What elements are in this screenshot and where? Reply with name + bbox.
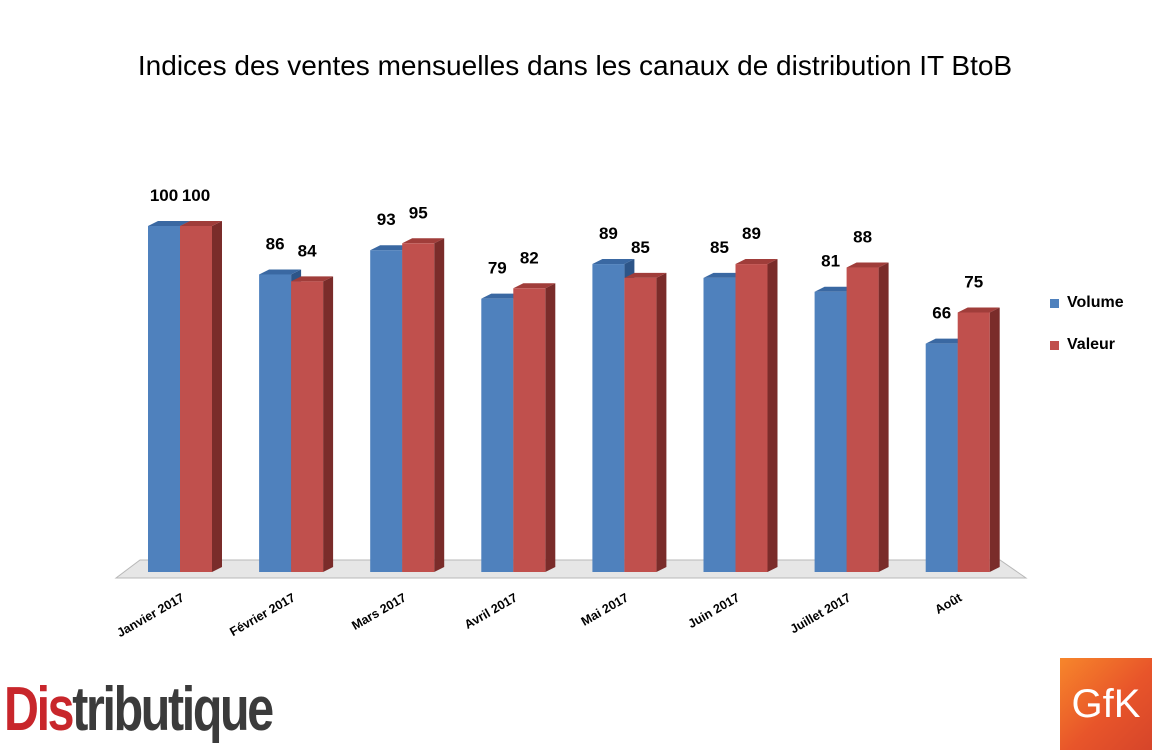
x-tick-label-avril-2017: Avril 2017 (462, 590, 520, 631)
bar-valeur-front (180, 226, 212, 572)
value-label-volume-avril-2017: 79 (488, 259, 507, 278)
bar-volume-front (592, 264, 625, 572)
bar-valeur-juin-2017 (735, 259, 778, 572)
bar-volume-front (148, 226, 180, 572)
bar-valeur-juillet-2017 (846, 262, 889, 572)
bar-volume-top (592, 259, 635, 265)
value-label-volume-aout: 66 (932, 304, 951, 323)
bar-volume-front (703, 277, 736, 572)
bar-volume-front (481, 298, 514, 572)
bar-valeur-side (323, 276, 334, 572)
bar-valeur-front (624, 277, 657, 572)
x-tick-label-mai-2017: Mai 2017 (579, 590, 631, 628)
x-tick-label-mars-2017: Mars 2017 (349, 590, 408, 632)
value-label-valeur-mai-2017: 85 (631, 238, 650, 257)
bar-valeur-side (767, 259, 778, 572)
bar-valeur-top (735, 259, 778, 265)
legend-label-volume: Volume (1067, 294, 1124, 311)
x-tick-label-janvier-2017: Janvier 2017 (114, 590, 186, 640)
bar-valeur-top (180, 221, 222, 226)
bar-volume-front (259, 274, 292, 572)
x-tick-label-juillet-2017: Juillet 2017 (788, 590, 853, 636)
value-label-valeur-juin-2017: 89 (742, 224, 761, 243)
bar-volume-top (148, 221, 190, 226)
bar-volume-top (814, 286, 857, 292)
x-tick-label-aout: Août (933, 590, 965, 617)
bar-valeur-front (957, 312, 990, 572)
chart-floor-plane (114, 559, 1028, 579)
legend-swatch-volume (1050, 298, 1059, 308)
legend: Volume Valeur (1050, 292, 1124, 376)
bar-valeur-side (878, 262, 889, 572)
distributique-logo-part2: tributique (72, 675, 274, 744)
x-tick-labels-group: Janvier 2017 Février 2017 Mars 2017 Avril 2… (114, 590, 964, 640)
bar-valeur-front (513, 288, 546, 572)
value-label-valeur-janvier-2017: 100 (182, 186, 210, 205)
x-tick-label-juin-2017: Juin 2017 (686, 590, 742, 631)
bar-valeur-top (957, 307, 1000, 313)
bar-valeur-side (989, 307, 1000, 572)
bar-valeur-top (402, 238, 445, 244)
value-label-volume-juillet-2017: 81 (821, 252, 840, 271)
bars-group (148, 221, 1000, 573)
chart-title: Indices des ventes mensuelles dans les c… (137, 50, 1013, 81)
bar-volume-front (370, 250, 403, 572)
value-label-volume-mai-2017: 89 (599, 224, 618, 243)
bar-volume-top (370, 245, 413, 251)
chart-floor (114, 559, 1028, 579)
bar-valeur-top (846, 262, 889, 268)
bar-valeur-fevrier-2017 (291, 276, 334, 572)
distributique-logo: Distributique (4, 670, 274, 750)
bar-valeur-top (513, 283, 556, 289)
bar-valeur-front (291, 281, 324, 572)
bar-valeur-aout (957, 307, 1000, 572)
bar-valeur-top (291, 276, 334, 282)
value-label-valeur-avril-2017: 82 (520, 248, 539, 267)
value-labels-group: 100 100 86 84 93 95 79 82 89 85 85 89 81 88 66 75 (150, 186, 983, 323)
bar-valeur-top (624, 272, 667, 278)
value-label-valeur-juillet-2017: 88 (853, 228, 872, 247)
x-tick-label-fevrier-2017: Février 2017 (227, 590, 297, 639)
value-label-valeur-mars-2017: 95 (409, 203, 428, 222)
bar-volume-top (703, 272, 746, 278)
bar-valeur-front (735, 264, 768, 572)
bar-volume-front (925, 343, 958, 572)
bar-volume-top (925, 338, 968, 344)
value-label-valeur-aout: 75 (964, 273, 983, 292)
bar-valeur-side (212, 221, 222, 572)
bar-valeur-janvier-2017 (180, 221, 222, 572)
legend-swatch-valeur (1050, 340, 1059, 350)
bar-volume-front (814, 291, 847, 572)
bar-valeur-side (545, 283, 556, 572)
gfk-logo: GfK (1060, 658, 1152, 750)
gfk-logo-text: GfK (1071, 681, 1141, 726)
bar-volume-top (259, 269, 302, 275)
distributique-logo-part1: Dis (4, 675, 75, 744)
bar-valeur-side (434, 238, 445, 573)
value-label-volume-fevrier-2017: 86 (266, 234, 285, 253)
legend-item-volume: Volume (1050, 292, 1124, 314)
value-label-volume-janvier-2017: 100 (150, 186, 178, 205)
legend-item-valeur: Valeur (1050, 334, 1124, 356)
bar-volume-top (481, 293, 524, 299)
value-label-volume-mars-2017: 93 (377, 210, 396, 229)
bar-valeur-front (402, 243, 435, 573)
value-label-valeur-fevrier-2017: 84 (298, 241, 317, 260)
legend-label-valeur: Valeur (1067, 336, 1116, 353)
bar-valeur-side (656, 272, 667, 572)
value-label-volume-juin-2017: 85 (710, 238, 729, 257)
bar-valeur-front (846, 267, 879, 572)
bar-valeur-mai-2017 (624, 272, 667, 572)
bar-valeur-avril-2017 (513, 283, 556, 572)
bar-valeur-mars-2017 (402, 238, 445, 573)
